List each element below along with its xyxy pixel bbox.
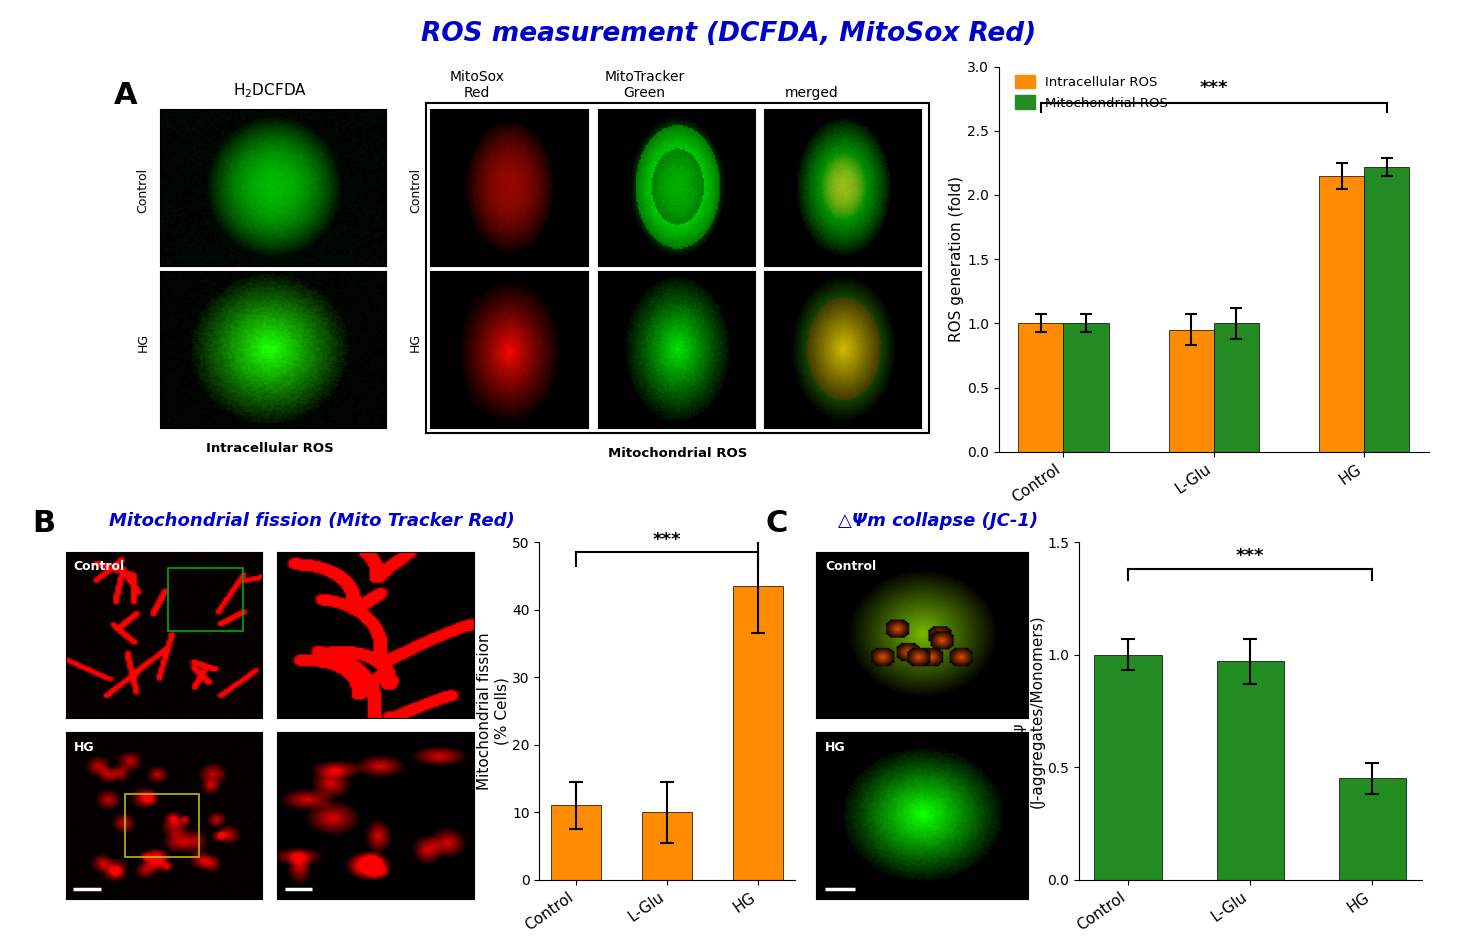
Bar bbox=[733, 586, 783, 880]
Text: merged: merged bbox=[786, 86, 838, 100]
Y-axis label: ROS generation (fold): ROS generation (fold) bbox=[949, 176, 964, 342]
Text: Control: Control bbox=[73, 560, 124, 573]
Bar bbox=[642, 812, 693, 880]
Text: Mitochondrial ROS: Mitochondrial ROS bbox=[608, 447, 748, 460]
Bar bbox=[1338, 778, 1406, 880]
Text: HG: HG bbox=[825, 741, 846, 753]
Bar bbox=[1365, 166, 1410, 452]
Bar bbox=[1095, 654, 1162, 880]
Text: HG: HG bbox=[73, 741, 95, 753]
Text: ***: *** bbox=[653, 531, 681, 549]
Legend: Intracellular ROS, Mitochondrial ROS: Intracellular ROS, Mitochondrial ROS bbox=[1009, 69, 1174, 115]
Bar bbox=[168, 569, 242, 631]
Text: MitoTracker
Green: MitoTracker Green bbox=[604, 69, 685, 100]
Text: ***: *** bbox=[1200, 79, 1228, 97]
Bar bbox=[1213, 323, 1258, 452]
Text: Mitochondrial fission (Mito Tracker Red): Mitochondrial fission (Mito Tracker Red) bbox=[109, 512, 515, 530]
Bar bbox=[1169, 330, 1215, 452]
Text: HG: HG bbox=[410, 333, 421, 352]
Text: ROS measurement (DCFDA, MitoSox Red): ROS measurement (DCFDA, MitoSox Red) bbox=[421, 21, 1037, 47]
Text: Control: Control bbox=[137, 167, 149, 213]
Y-axis label: Mitochondrial fission
(% Cells): Mitochondrial fission (% Cells) bbox=[477, 632, 509, 789]
Bar bbox=[1319, 176, 1365, 452]
Text: Control: Control bbox=[825, 560, 876, 573]
Text: Intracellular ROS: Intracellular ROS bbox=[206, 442, 334, 456]
Text: Control: Control bbox=[410, 167, 421, 213]
Text: B: B bbox=[32, 509, 55, 537]
Bar bbox=[1216, 661, 1284, 880]
Bar bbox=[124, 794, 200, 857]
Text: △Ψm collapse (JC-1): △Ψm collapse (JC-1) bbox=[838, 512, 1038, 530]
Bar bbox=[551, 805, 601, 880]
Text: HG: HG bbox=[137, 333, 149, 352]
Y-axis label: Δψ (fold)
(J-aggregates/Monomers): Δψ (fold) (J-aggregates/Monomers) bbox=[1012, 614, 1044, 807]
Text: A: A bbox=[114, 81, 137, 109]
Bar bbox=[1063, 323, 1108, 452]
Text: H$_2$DCFDA: H$_2$DCFDA bbox=[233, 81, 306, 100]
Text: MitoSox
Red: MitoSox Red bbox=[449, 69, 504, 100]
Text: ***: *** bbox=[1236, 547, 1264, 565]
Text: C: C bbox=[765, 509, 787, 537]
Bar bbox=[1018, 323, 1063, 452]
